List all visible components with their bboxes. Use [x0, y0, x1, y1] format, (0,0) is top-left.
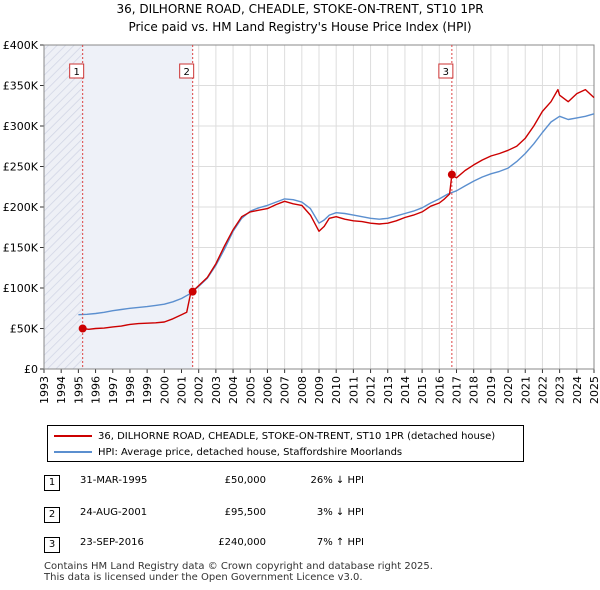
x-tick-label: 2007: [279, 376, 292, 404]
sale-point: [78, 324, 87, 333]
legend-item-property: 36, DILHORNE ROAD, CHEADLE, STOKE-ON-TRE…: [54, 429, 495, 443]
x-tick-label: 2013: [382, 376, 395, 404]
y-tick-label: £350K: [3, 80, 39, 93]
x-tick-label: 2003: [210, 376, 223, 404]
sale-number-box: [69, 63, 85, 79]
x-tick-label: 2015: [416, 376, 429, 404]
x-tick-label: 1995: [72, 376, 85, 404]
hatched-region: [44, 45, 83, 369]
legend-item-hpi: HPI: Average price, detached house, Staf…: [54, 445, 402, 459]
y-tick-label: £200K: [3, 201, 39, 214]
x-tick-label: 2001: [176, 376, 189, 404]
x-tick-label: 2002: [193, 376, 206, 404]
annotation-date: 24-AUG-2001: [80, 507, 148, 518]
footer-copyright: Contains HM Land Registry data © Crown c…: [44, 561, 433, 572]
x-tick-label: 2000: [158, 376, 171, 404]
x-tick-label: 1996: [90, 376, 103, 404]
annotation-date: 23-SEP-2016: [80, 537, 144, 548]
annotation-date: 31-MAR-1995: [80, 475, 148, 486]
annotation-number: 1: [44, 475, 60, 491]
y-tick-label: £0: [24, 363, 38, 376]
hpi-series-line: [78, 113, 595, 316]
annotation-hpi: 7% ↑ HPI: [316, 537, 364, 548]
plot-frame: [43, 44, 595, 370]
sale-number-label: 1: [73, 67, 79, 78]
x-tick-label: 2019: [485, 376, 498, 404]
y-tick-label: £300K: [3, 120, 39, 133]
x-tick-label: 1997: [107, 376, 120, 404]
sale-number-label: 2: [183, 67, 189, 78]
x-tick-label: 2022: [536, 376, 549, 404]
y-tick-label: £400K: [3, 39, 39, 52]
x-tick-label: 2006: [261, 376, 274, 404]
x-tick-label: 1999: [141, 376, 154, 404]
x-tick-label: 2025: [588, 376, 600, 404]
property-series-line: [82, 88, 595, 330]
x-tick-label: 2005: [244, 376, 257, 404]
sale-point: [188, 287, 197, 296]
x-tick-label: 1993: [38, 376, 51, 404]
y-tick-label: £50K: [10, 323, 39, 336]
x-tick-label: 2020: [502, 376, 515, 404]
annotation-price: £50,000: [224, 475, 266, 486]
y-tick-label: £100K: [3, 282, 39, 295]
x-tick-label: 2008: [296, 376, 309, 404]
chart-subtitle: Price paid vs. HM Land Registry's House …: [128, 20, 472, 34]
legend-label-hpi: HPI: Average price, detached house, Staf…: [98, 446, 403, 458]
y-tick-label: £250K: [3, 161, 39, 174]
x-tick-label: 2024: [571, 376, 584, 404]
x-tick-label: 2014: [399, 376, 412, 404]
sale-number-box: [179, 63, 195, 79]
legend: 36, DILHORNE ROAD, CHEADLE, STOKE-ON-TRE…: [47, 425, 524, 462]
x-tick-label: 2018: [468, 376, 481, 404]
x-tick-label: 2017: [451, 376, 464, 404]
footer-license: This data is licensed under the Open Gov…: [44, 572, 363, 583]
annotation-number: 3: [44, 537, 60, 553]
x-tick-label: 2004: [227, 376, 240, 404]
chart-title: 36, DILHORNE ROAD, CHEADLE, STOKE-ON-TRE…: [116, 2, 484, 16]
sale-point: [447, 170, 456, 179]
sale-number-box: [438, 63, 454, 79]
x-tick-label: 2011: [347, 376, 360, 404]
annotation-price: £95,500: [224, 507, 266, 518]
shaded-region: [82, 45, 193, 369]
legend-swatch-hpi: [54, 451, 92, 453]
x-tick-label: 2023: [554, 376, 567, 404]
price-chart: 1993 1994 1995 1996 1997 1998 1999 2000 2001 2002…: [3, 39, 600, 404]
annotation-price: £240,000: [218, 537, 266, 548]
x-tick-label: 1998: [124, 376, 137, 404]
sale-number-label: 3: [443, 67, 449, 78]
x-tick-label: 2016: [433, 376, 446, 404]
x-tick-label: 2010: [330, 376, 343, 404]
y-tick-label: £150K: [3, 242, 39, 255]
x-tick-label: 2009: [313, 376, 326, 404]
x-tick-label: 1994: [55, 376, 68, 404]
annotation-hpi: 26% ↓ HPI: [310, 475, 364, 486]
legend-label-property: 36, DILHORNE ROAD, CHEADLE, STOKE-ON-TRE…: [98, 430, 496, 442]
annotation-number: 2: [44, 507, 60, 523]
x-tick-label: 2021: [519, 376, 532, 404]
annotation-hpi: 3% ↓ HPI: [316, 507, 364, 518]
legend-swatch-property: [54, 435, 92, 437]
x-tick-label: 2012: [365, 376, 378, 404]
